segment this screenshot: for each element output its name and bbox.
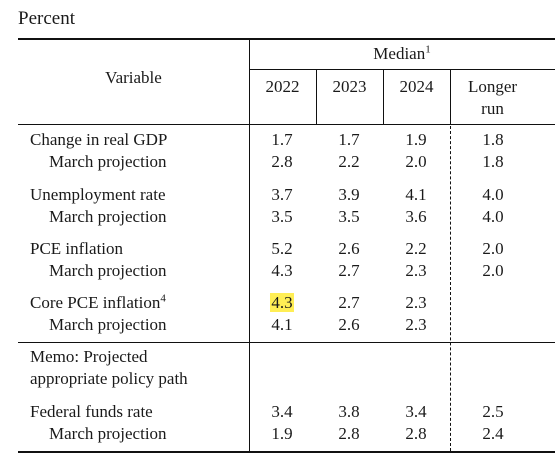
row-label-real-gdp: Change in real GDP (30, 130, 168, 149)
table-cell: 3.4 (271, 402, 293, 421)
table-cell: 2.3 (405, 261, 427, 280)
table-cell: 4.0 (482, 185, 504, 204)
highlighted-table-cell: 4.3 (257, 293, 307, 313)
table-cell: 2.8 (405, 424, 427, 443)
table-cell: 1.7 (338, 130, 360, 149)
median-header: Median1 (249, 44, 555, 64)
table-cell: 2.8 (338, 424, 360, 443)
row-label-march-projection: March projection (49, 207, 167, 226)
table-cell: 1.8 (482, 130, 504, 149)
row-label-march-projection: March projection (49, 261, 167, 280)
longer-run-dashed-divider (450, 126, 451, 451)
memo-line-1: Memo: Projected (30, 347, 148, 366)
table-cell: 1.9 (405, 130, 427, 149)
table-cell: 3.5 (338, 207, 360, 226)
row-label-pce-inflation: PCE inflation (30, 239, 124, 258)
table-cell: 4.1 (405, 185, 427, 204)
table-cell: 1.9 (271, 424, 293, 443)
median-underline (249, 69, 555, 70)
longer-run-header-line2: run (481, 99, 504, 118)
longer-run-header-line1: Longer (467, 77, 518, 96)
table-cell: 3.5 (271, 207, 293, 226)
median-footnote-mark: 1 (425, 43, 431, 56)
table-cell: 2.3 (405, 315, 427, 334)
table-cell: 2.0 (482, 261, 504, 280)
memo-top-rule (18, 342, 555, 343)
year-header-2022: 2022 (265, 77, 300, 96)
header-divider-2023 (383, 69, 384, 125)
variable-header: Variable (105, 68, 162, 87)
table-cell: 2.2 (405, 239, 427, 258)
table-cell: 3.9 (338, 185, 360, 204)
row-label-march-projection: March projection (49, 424, 167, 443)
core-pce-label-text: Core PCE inflation (30, 293, 161, 312)
table-cell: 2.0 (405, 152, 427, 171)
year-header-2023: 2023 (332, 77, 367, 96)
table-cell: 4.3 (271, 261, 293, 280)
table-cell: 4.0 (482, 207, 504, 226)
table-cell: 2.6 (338, 239, 360, 258)
row-label-core-pce-inflation: Core PCE inflation4 (30, 293, 166, 313)
table-cell: 2.7 (338, 261, 360, 280)
header-divider-2024 (450, 69, 451, 125)
bottom-rule (18, 451, 555, 453)
row-label-march-projection: March projection (49, 152, 167, 171)
table-cell: 2.7 (338, 293, 360, 312)
row-label-federal-funds-rate: Federal funds rate (30, 402, 153, 421)
top-rule (18, 38, 555, 40)
table-cell: 2.8 (271, 152, 293, 171)
memo-line-2: appropriate policy path (30, 369, 188, 388)
table-cell: 4.1 (271, 315, 293, 334)
table-cell: 3.7 (271, 185, 293, 204)
longer-run-header: Longer run (450, 76, 535, 120)
table-cell: 2.4 (482, 424, 504, 443)
table-cell: 3.4 (405, 402, 427, 421)
core-pce-footnote-mark: 4 (160, 292, 166, 305)
table-cell: 3.6 (405, 207, 427, 226)
table-cell: 2.2 (338, 152, 360, 171)
header-bottom-rule (18, 124, 555, 125)
row-label-unemployment-rate: Unemployment rate (30, 185, 166, 204)
text-highlight: 4.3 (270, 293, 294, 312)
median-label: Median (373, 44, 426, 63)
row-label-march-projection: March projection (49, 315, 167, 334)
table-cell: 3.8 (338, 402, 360, 421)
year-header-2024: 2024 (399, 77, 434, 96)
variable-column-divider (249, 38, 250, 453)
table-cell: 2.0 (482, 239, 504, 258)
table-cell: 5.2 (271, 239, 293, 258)
header-divider-2022 (316, 69, 317, 125)
table-cell: 1.7 (271, 130, 293, 149)
table-cell: 2.5 (482, 402, 504, 421)
table-cell: 2.3 (405, 293, 427, 312)
table-cell: 2.6 (338, 315, 360, 334)
unit-label: Percent (18, 8, 75, 29)
table-cell: 1.8 (482, 152, 504, 171)
